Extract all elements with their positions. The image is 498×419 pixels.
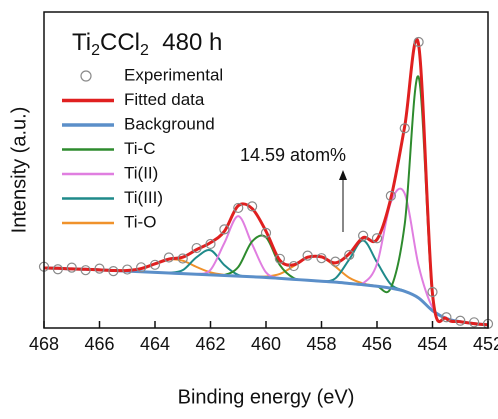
data-point [205,238,216,250]
data-point [219,224,230,235]
annotation: 14.59 atom% [240,145,346,165]
x-tick-label: 464 [140,334,170,354]
data-point [177,253,188,264]
x-axis-label: Binding energy (eV) [178,386,355,408]
data-point [469,317,480,328]
legend-marker [80,70,92,82]
data-point [233,202,244,214]
title-subscript: 2 [140,42,149,59]
legend-label: Ti-O [124,212,156,231]
plot-area [38,36,494,329]
series-line [43,254,489,326]
x-tick-label: 454 [417,334,447,354]
data-point [149,259,161,270]
data-point [247,201,258,212]
data-point [358,230,369,241]
data-point [302,250,313,261]
legend: Experimental Fitted data Background Ti-C Ti(… [62,65,223,231]
data-point [66,262,77,273]
data-point [80,265,91,276]
data-point [330,256,341,267]
data-point [455,315,466,326]
data-point [122,264,133,275]
data-point [52,264,63,275]
annotation-arrowhead [339,170,347,180]
legend-label: Ti-C [124,139,155,158]
chart-title: Ti2CCl2 480 h [72,29,222,59]
x-tick-label: 468 [29,334,59,354]
data-point [288,260,299,272]
title-part: Ti [72,29,91,56]
x-tick-label: 460 [251,334,281,354]
data-point [274,253,285,264]
data-point [413,36,424,48]
data-point [344,249,355,261]
title-part: CCl [100,29,140,56]
data-point [191,242,202,254]
data-point [385,190,396,202]
data-point [136,262,147,273]
y-axis-label: Intensity (a.u.) [8,107,30,234]
legend-label: Experimental [124,65,223,84]
x-tick-label: 458 [306,334,336,354]
data-point [399,123,410,134]
series-line [43,239,489,326]
series-line [43,37,489,327]
series-line [43,75,489,326]
data-point [441,312,452,323]
data-point [427,286,438,298]
legend-label: Background [124,114,215,133]
data-point [260,227,272,238]
series-line [43,187,489,326]
title-part: 480 h [149,29,222,56]
legend-label: Fitted data [124,90,205,109]
data-point [163,252,174,263]
x-tick-label: 466 [84,334,114,354]
x-tick-label: 452 [473,334,498,354]
data-point [94,263,105,274]
data-point [371,233,383,244]
data-point [108,266,119,277]
data-point [316,253,327,264]
legend-label: Ti(II) [124,163,158,182]
x-tick-label: 456 [362,334,392,354]
title-subscript: 2 [91,42,100,59]
x-tick-label: 462 [195,334,225,354]
legend-label: Ti(III) [124,188,163,207]
